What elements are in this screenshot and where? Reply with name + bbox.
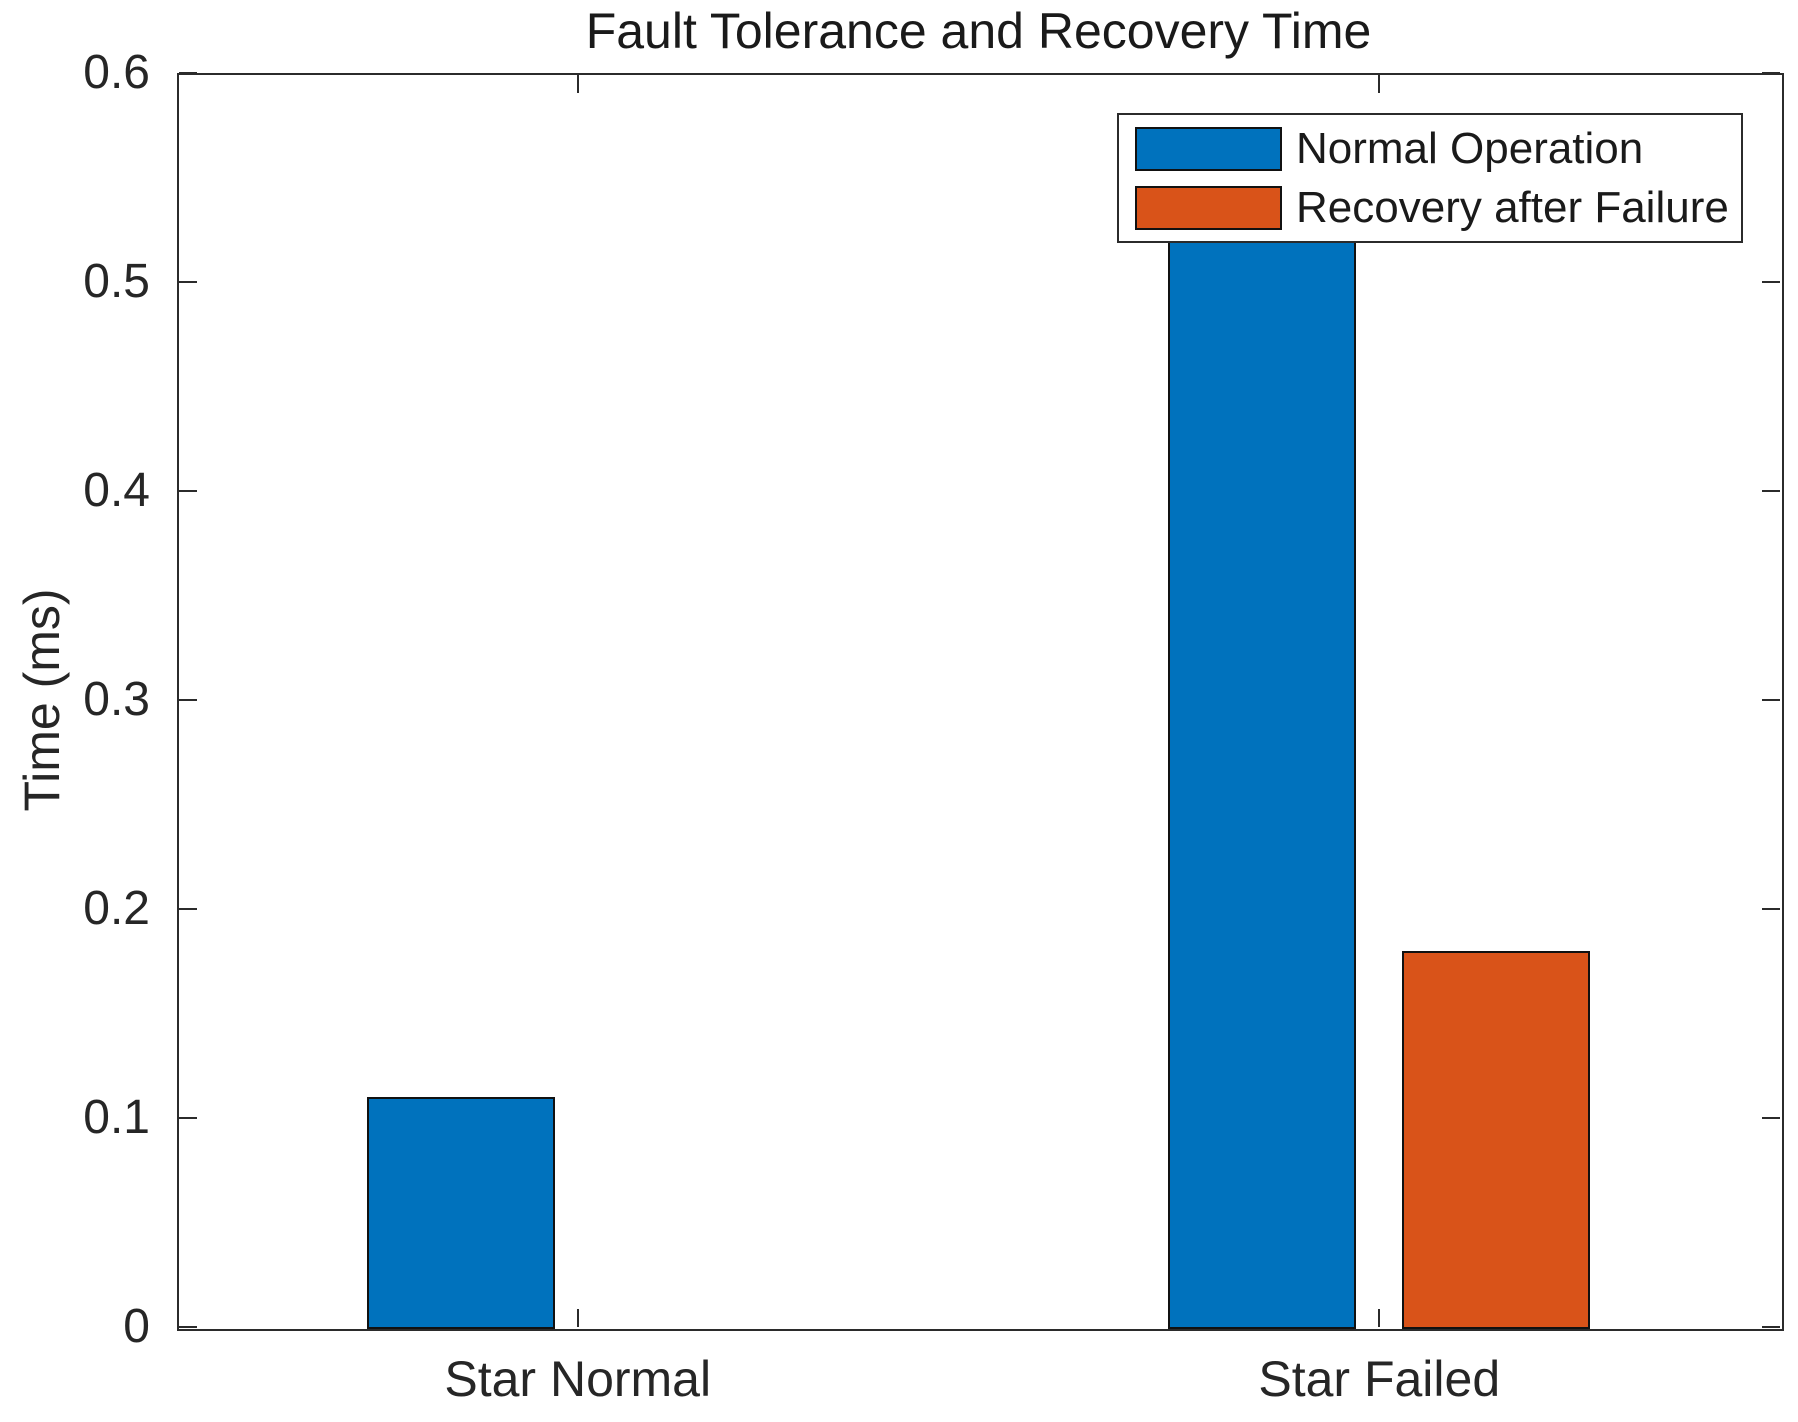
y-tick-label: 0.4 (83, 464, 150, 517)
y-tick-mark (179, 908, 197, 910)
bar-star-normal-normal-operation (366, 1097, 555, 1329)
y-tick-mark (179, 281, 197, 283)
legend-item: Normal Operation (1135, 119, 1741, 178)
bar-star-failed-normal-operation (1168, 177, 1357, 1329)
y-tick-mark-right (1762, 1117, 1780, 1119)
bar-star-failed-recovery-after-failure (1402, 950, 1591, 1329)
y-tick-label: 0.1 (83, 1091, 150, 1144)
y-tick-mark-right (1762, 72, 1780, 74)
y-tick-label: 0.3 (83, 673, 150, 726)
x-tick-mark (1378, 1309, 1381, 1327)
legend-swatch-normal-operation (1135, 126, 1282, 171)
y-tick-mark (179, 72, 197, 74)
y-tick-label: 0.5 (83, 255, 150, 308)
x-tick-mark-top (576, 75, 579, 93)
y-tick-mark-right (1762, 281, 1780, 283)
y-tick-mark-right (1762, 699, 1780, 701)
y-tick-mark-right (1762, 490, 1780, 492)
x-tick-mark-top (1378, 75, 1381, 93)
y-tick-mark-right (1762, 1326, 1780, 1328)
y-tick-label: 0 (123, 1300, 150, 1353)
y-tick-mark (179, 1117, 197, 1119)
chart-title: Fault Tolerance and Recovery Time (585, 3, 1372, 59)
y-tick-label: 0.6 (83, 46, 150, 99)
y-tick-mark (179, 1326, 197, 1328)
legend-item: Recovery after Failure (1135, 178, 1741, 237)
y-tick-mark-right (1762, 908, 1780, 910)
legend-label: Recovery after Failure (1296, 182, 1729, 232)
legend: Normal Operation Recovery after Failure (1117, 113, 1743, 243)
y-tick-label: 0.2 (83, 882, 150, 935)
x-tick-label: Star Failed (1258, 1351, 1501, 1407)
legend-label: Normal Operation (1296, 123, 1644, 173)
legend-swatch-recovery-after-failure (1135, 185, 1282, 230)
y-tick-mark (179, 699, 197, 701)
x-tick-mark (576, 1309, 579, 1327)
y-tick-mark (179, 490, 197, 492)
x-tick-label: Star Normal (444, 1351, 712, 1407)
